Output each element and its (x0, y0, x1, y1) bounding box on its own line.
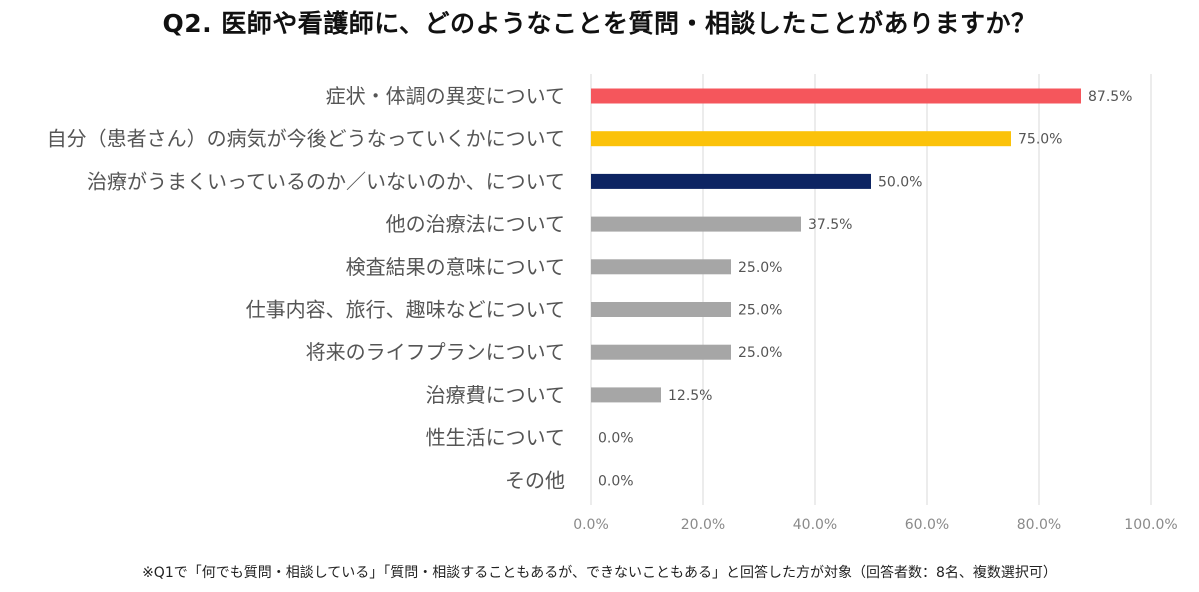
x-tick-label: 20.0% (681, 517, 725, 533)
value-label: 87.5% (1088, 89, 1132, 105)
x-tick-label: 80.0% (1017, 517, 1061, 533)
category-label: 自分（患者さん）の病気が今後どうなっていくかについて (47, 127, 565, 151)
bar (591, 88, 1081, 104)
bar (591, 216, 801, 232)
bar (591, 302, 731, 317)
category-label: 性生活について (426, 426, 565, 450)
category-label: 仕事内容、旅行、趣味などについて (246, 298, 565, 322)
x-tick-label: 60.0% (905, 517, 949, 533)
value-label: 25.0% (738, 345, 782, 361)
labels: 0.0% 20.0% 40.0% 60.0% 80.0% 100.0% 症状・体調の異変につ… (47, 84, 1178, 533)
category-label: 治療がうまくいっているのか／いないのか、について (87, 169, 565, 193)
category-label: 治療費について (426, 383, 565, 407)
value-label: 25.0% (738, 303, 782, 319)
bar (591, 131, 1011, 147)
bars (591, 88, 1081, 403)
value-label: 50.0% (878, 174, 922, 190)
bar (591, 259, 731, 275)
bar (591, 173, 871, 189)
value-label: 25.0% (738, 260, 782, 276)
x-tick-label: 40.0% (793, 517, 837, 533)
x-tick-label: 100.0% (1124, 517, 1177, 533)
value-label: 37.5% (808, 217, 852, 233)
bar (591, 344, 731, 360)
value-label: 75.0% (1018, 132, 1062, 148)
chart-title: Q2. 医師や看護師に、どのようなことを質問・相談したことがありますか？ (162, 9, 1037, 38)
x-tick-label: 0.0% (573, 517, 609, 533)
category-label: 他の治療法について (386, 212, 565, 236)
category-label: 将来のライフプランについて (306, 340, 565, 364)
value-label: 0.0% (598, 431, 634, 447)
category-label: 症状・体調の異変について (326, 84, 565, 108)
value-label: 12.5% (668, 388, 712, 404)
footnote: ※Q1で「何でも質問・相談している」「質問・相談することもあるが、できないことも… (142, 565, 1057, 581)
category-label: その他 (505, 468, 565, 492)
bar (591, 387, 661, 403)
category-label: 検査結果の意味について (346, 255, 565, 279)
value-label: 0.0% (598, 473, 634, 489)
